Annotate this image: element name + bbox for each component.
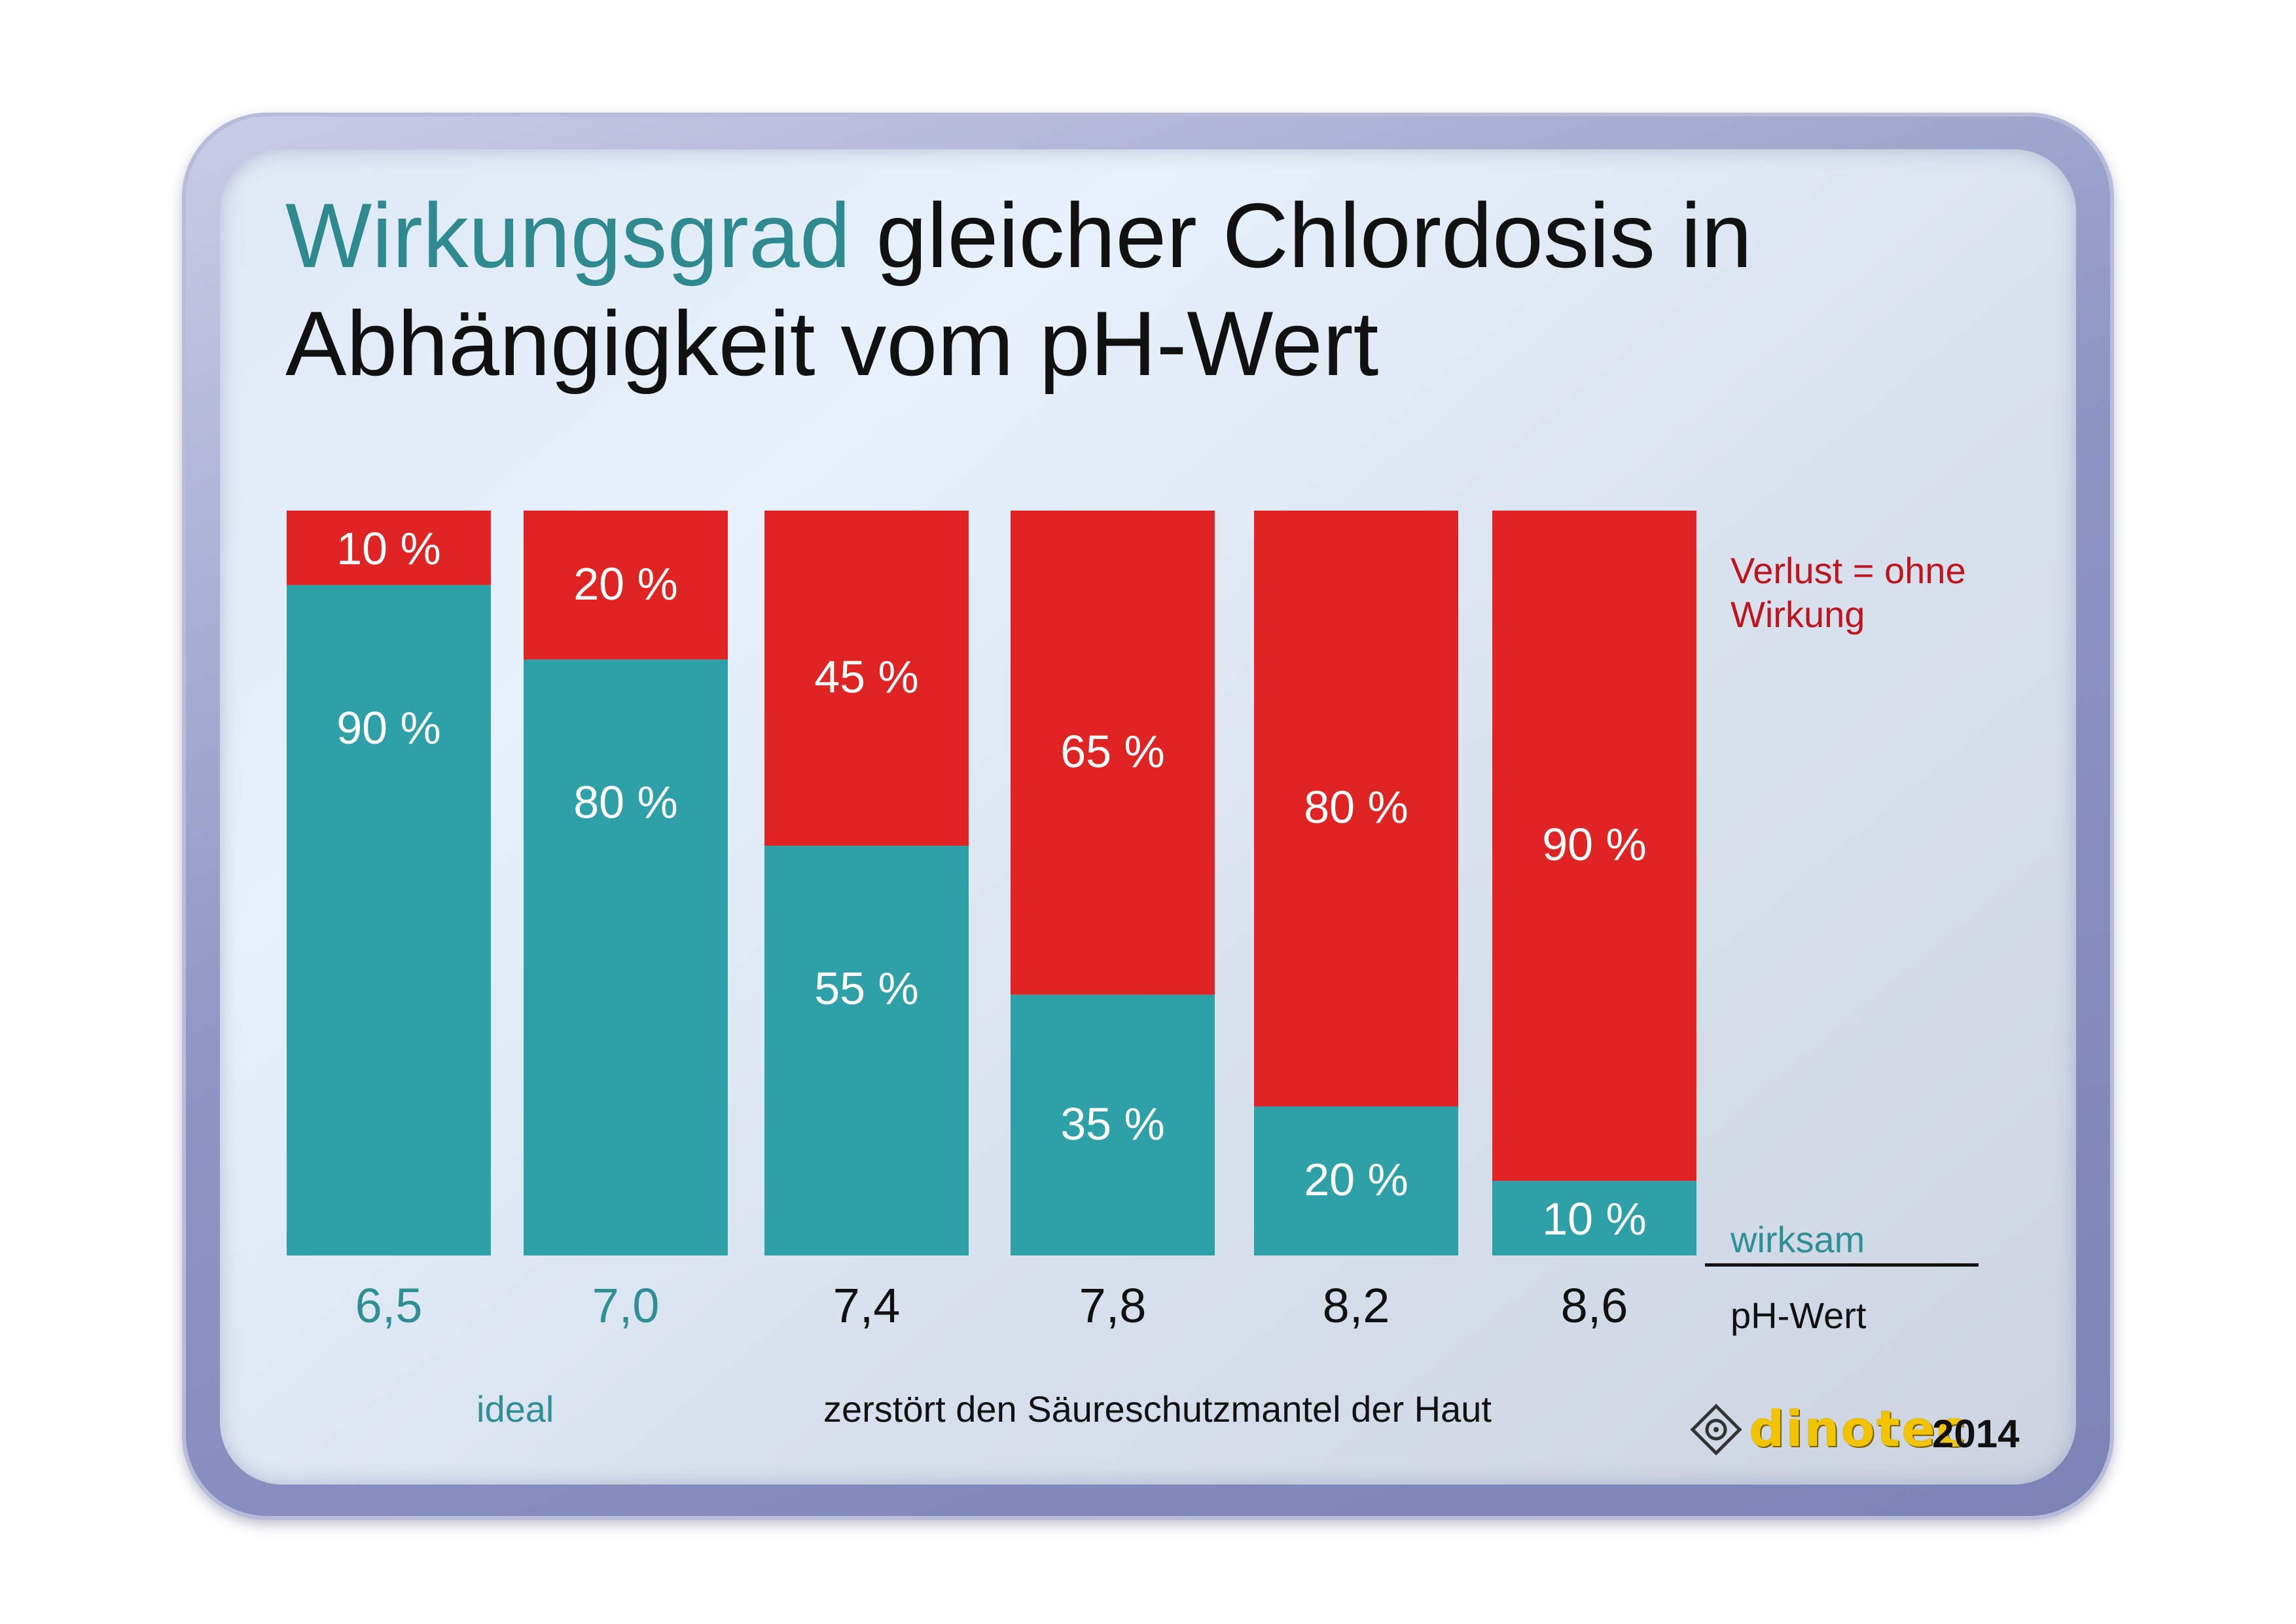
bar-segment-effective <box>524 659 728 1255</box>
dinotec-logo-icon <box>1690 1403 1742 1456</box>
loss-value-label: 45 % <box>814 651 919 702</box>
logo-brand: dinotec <box>1749 1399 1967 1458</box>
bar-segment-loss <box>1254 511 1458 1107</box>
baseline-rule <box>1705 1263 1979 1267</box>
bar-segment-loss <box>764 511 969 846</box>
loss-legend-line-2: Wirkung <box>1731 594 1865 636</box>
effective-legend-label: wirksam <box>1731 1219 1865 1260</box>
x-tick-label: 8,6 <box>1561 1278 1628 1333</box>
title-accent: Wirkungsgrad <box>285 184 851 287</box>
loss-value-label: 65 % <box>1060 726 1165 777</box>
effective-value-label: 80 % <box>573 777 678 828</box>
x-tick-label: 7,8 <box>1079 1278 1147 1333</box>
x-axis-label: pH-Wert <box>1731 1295 1867 1336</box>
loss-value-label: 80 % <box>1304 782 1408 833</box>
x-tick-label: 8,2 <box>1323 1278 1390 1333</box>
effective-value-label: 55 % <box>814 963 919 1014</box>
loss-value-label: 10 % <box>336 523 441 574</box>
note-ideal: ideal <box>476 1388 554 1430</box>
effective-value-label: 10 % <box>1542 1193 1647 1244</box>
loss-legend-label: Verlust = ohne Wirkung <box>1731 549 1966 636</box>
effective-value-label: 20 % <box>1304 1154 1408 1205</box>
logo-year: 2014 <box>1932 1412 2020 1456</box>
bar-segment-effective <box>764 846 969 1255</box>
loss-value-label: 90 % <box>1542 819 1647 870</box>
title-line-2: Abhängigkeit vom pH-Wert <box>285 292 1379 395</box>
title-line-1: Wirkungsgrad gleicher Chlordosis in <box>285 190 1752 281</box>
x-tick-label: 6,5 <box>355 1278 423 1333</box>
effective-value-label: 35 % <box>1060 1098 1165 1149</box>
note-skin: zerstört den Säureschutzmantel der Haut <box>823 1388 1492 1430</box>
bar-segment-loss <box>1492 511 1696 1182</box>
bar-segment-effective <box>287 585 491 1255</box>
bar-segment-effective <box>1492 1181 1696 1255</box>
bar-segment-effective <box>1011 994 1215 1255</box>
x-tick-label: 7,4 <box>833 1278 901 1333</box>
x-tick-label: 7,0 <box>592 1278 660 1333</box>
loss-value-label: 20 % <box>573 558 678 609</box>
title-line-1-rest: gleicher Chlordosis in <box>850 184 1752 287</box>
effective-value-label: 90 % <box>336 702 441 753</box>
bar-segment-effective <box>1254 1106 1458 1255</box>
loss-legend-line-1: Verlust = ohne <box>1731 550 1966 591</box>
bar-segment-loss <box>1011 511 1215 995</box>
bar-segment-loss <box>287 511 491 585</box>
bar-segment-loss <box>524 511 728 660</box>
